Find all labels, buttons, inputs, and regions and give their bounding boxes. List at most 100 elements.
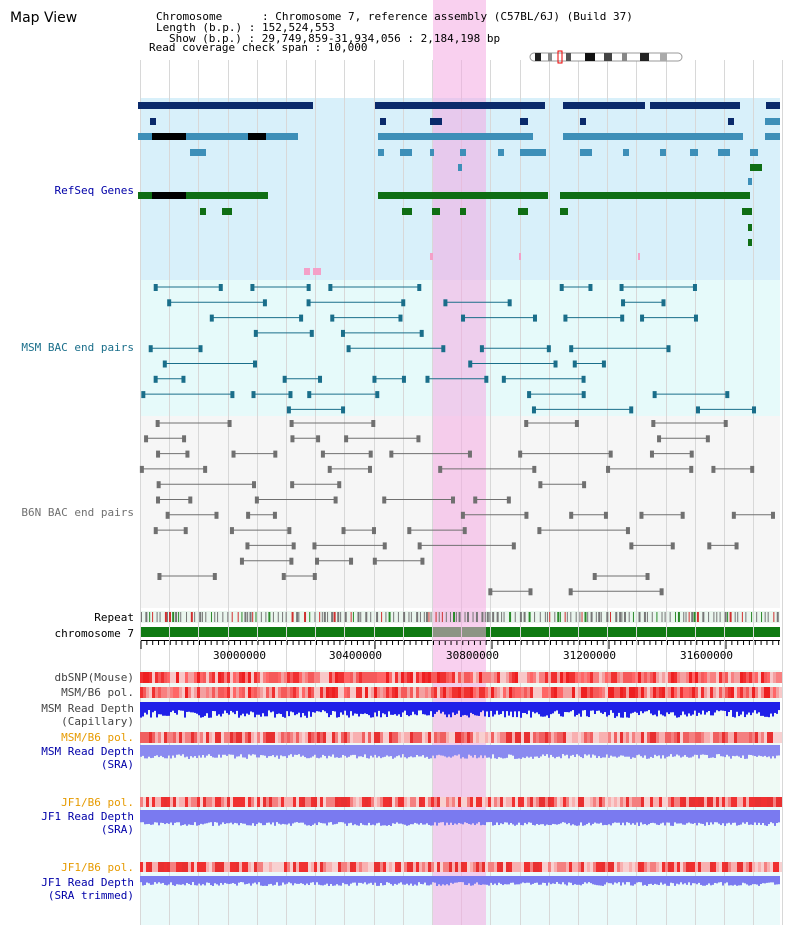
msm-capillary-depth-bar (228, 702, 230, 715)
msm-sra-depth-bar (208, 745, 210, 755)
track-label-msm-depth-sra[interactable]: MSM Read Depth (41, 745, 134, 758)
b6n-bac-pair-end (574, 420, 579, 427)
msm-capillary-depth-bar (722, 702, 724, 711)
dbsnp-cell (551, 672, 554, 683)
msm-sra-depth-bar (482, 745, 484, 759)
msm-capillary-depth-bar (388, 702, 390, 712)
highlight-region[interactable] (433, 0, 486, 925)
msm-capillary-depth-bar (598, 702, 600, 711)
jf1-sra-depth-bar (214, 810, 216, 823)
msm-pol2-cell (668, 732, 671, 743)
msm-pol-cell (365, 687, 368, 698)
msm-bac-pair-end (153, 284, 158, 291)
jf1-trim-depth-bar (578, 876, 580, 885)
repeat-feature (344, 612, 347, 622)
jf1-pol2-cell (752, 862, 755, 872)
msm-pol-cell (593, 687, 596, 698)
jf1-sra-depth-bar (438, 810, 440, 823)
msm-capillary-depth-bar (578, 702, 580, 714)
b6n-bac-pair-end (254, 496, 259, 504)
b6n-bac-pair-end (420, 557, 425, 565)
jf1-pol2-cell (242, 862, 245, 872)
track-label-msm-depth-cap[interactable]: MSM Read Depth (41, 702, 134, 715)
track-label-msm-bac[interactable]: MSM BAC end pairs (21, 341, 134, 354)
jf1-trim-depth-bar (722, 876, 724, 886)
track-label-jf1-trim[interactable]: JF1 Read Depth (41, 876, 134, 889)
repeat-feature (600, 612, 602, 622)
jf1-sra-depth-bar (284, 810, 286, 825)
msm-pol-cell (587, 687, 590, 698)
msm-pol2-cell (551, 732, 554, 743)
msm-pol2-cell (362, 732, 365, 743)
msm-capillary-depth-bar (246, 702, 248, 714)
track-label-chromosome[interactable]: chromosome 7 (54, 627, 134, 640)
jf1-trim-depth-bar (398, 876, 400, 884)
msm-sra-depth-bar (404, 745, 406, 758)
jf1-pol2-cell (542, 862, 545, 872)
msm-sra-depth-bar (628, 745, 630, 757)
dbsnp-cell (515, 672, 518, 683)
msm-capillary-depth-bar (442, 702, 444, 712)
track-label-jf1-depth[interactable]: JF1 Read Depth (41, 810, 134, 823)
jf1-sra-depth-bar (156, 810, 158, 823)
jf1-trim-depth-bar (598, 876, 600, 886)
msm-capillary-depth-bar (698, 702, 700, 713)
b6n-bac-pair-end (528, 588, 533, 596)
track-label-msm-pol2[interactable]: MSM/B6 pol. (61, 731, 134, 744)
track-label-b6n-bac[interactable]: B6N BAC end pairs (21, 506, 134, 519)
msm-sra-depth-bar (502, 745, 504, 759)
repeat-feature (503, 612, 505, 622)
dbsnp-cell (536, 672, 539, 683)
jf1-pol2-cell (161, 862, 164, 872)
msm-sra-depth-bar (274, 745, 276, 758)
msm-pol2-cell (263, 732, 266, 743)
msm-pol2-cell (524, 732, 527, 743)
msm-capillary-depth-bar (190, 702, 192, 713)
jf1-sra-depth-bar (724, 810, 726, 826)
jf1-pol-cell (521, 797, 524, 807)
track-label-dbsnp[interactable]: dbSNP(Mouse) (54, 671, 134, 684)
msm-capillary-depth-bar (688, 702, 690, 714)
msm-pol2-cell (407, 732, 410, 743)
msm-capillary-depth-bar (494, 702, 496, 715)
jf1-pol-cell (734, 797, 737, 807)
dbsnp-cell (449, 672, 452, 683)
jf1-pol2-cell (605, 862, 608, 872)
msm-bac-pair-end (309, 329, 314, 337)
jf1-trim-depth-bar (742, 876, 744, 883)
track-label-jf1-pol2[interactable]: JF1/B6 pol. (61, 861, 134, 874)
dbsnp-cell (470, 672, 473, 683)
b6n-bac-pair-end (538, 481, 543, 489)
jf1-pol-cell (593, 797, 596, 807)
jf1-pol2-cell (350, 862, 353, 872)
track-label-jf1-pol[interactable]: JF1/B6 pol. (61, 796, 134, 809)
msm-capillary-depth-bar (606, 702, 608, 717)
b6n-bac-pair-end (603, 511, 608, 519)
msm-capillary-depth-bar (286, 702, 288, 712)
track-label-repeat[interactable]: Repeat (94, 611, 134, 624)
dbsnp-cell (431, 672, 434, 683)
msm-sra-depth-bar (546, 745, 548, 755)
msm-pol2-cell (674, 732, 677, 743)
jf1-trim-depth-bar (746, 876, 748, 885)
jf1-trim-depth-bar (150, 876, 152, 885)
msm-sra-depth-bar (624, 745, 626, 757)
jf1-pol-cell (386, 797, 389, 807)
b6n-bac-pair-end (657, 435, 662, 443)
jf1-trim-depth-bar (190, 876, 192, 886)
jf1-pol-cell (383, 797, 386, 807)
jf1-sra-depth-bar (768, 810, 770, 825)
jf1-sra-depth-bar (260, 810, 262, 824)
msm-capillary-depth-bar (552, 702, 554, 714)
jf1-trim-depth-bar (376, 876, 378, 886)
msm-pol-cell (305, 687, 308, 698)
jf1-pol2-cell (389, 862, 392, 872)
dbsnp-cell (611, 672, 614, 683)
track-label-msm-pol[interactable]: MSM/B6 pol. (61, 686, 134, 699)
dbsnp-cell (194, 672, 197, 683)
jf1-pol-cell (287, 797, 290, 807)
msm-sra-depth-bar (710, 745, 712, 758)
jf1-trim-depth-bar (272, 876, 274, 886)
track-label-refseq[interactable]: RefSeq Genes (54, 184, 134, 197)
jf1-sra-depth-bar (186, 810, 188, 826)
